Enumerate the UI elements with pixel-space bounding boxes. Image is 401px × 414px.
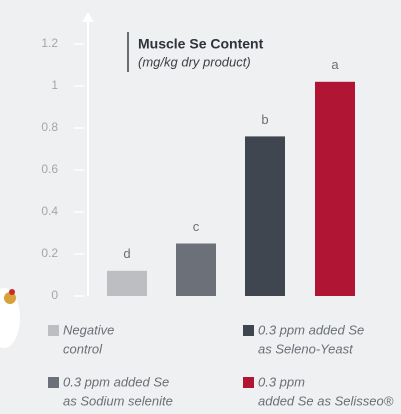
bar: [107, 270, 147, 296]
significance-letter: c: [193, 219, 200, 234]
legend-label: Negative: [63, 322, 114, 337]
legend-label: 0.3 ppm: [258, 374, 305, 389]
significance-letter: d: [123, 246, 130, 261]
y-axis-arrow: [82, 12, 94, 22]
significance-letter: a: [331, 57, 339, 72]
chicken-illustration: [0, 288, 20, 348]
legend-swatch: [48, 325, 59, 336]
legend-label: control: [63, 341, 103, 356]
y-tick-label: 1: [51, 78, 58, 92]
legend-swatch: [243, 377, 254, 388]
y-tick-label: 1.2: [41, 36, 58, 50]
legend-label: 0.3 ppm added Se: [63, 374, 169, 389]
bar: [176, 243, 216, 296]
legend-swatch: [243, 325, 254, 336]
chart-subtitle: (mg/kg dry product): [138, 54, 251, 69]
legend-label: as Seleno-Yeast: [258, 341, 354, 356]
y-tick-label: 0: [51, 288, 58, 302]
y-tick-label: 0.8: [41, 120, 58, 134]
legend-label: added Se as Selisseo®: [258, 393, 394, 408]
legend-label: 0.3 ppm added Se: [258, 322, 364, 337]
bar: [245, 136, 285, 296]
legend-label: as Sodium selenite: [63, 393, 173, 408]
chart-title: Muscle Se Content: [138, 36, 264, 52]
bar: [315, 81, 355, 296]
y-tick-label: 0.4: [41, 204, 58, 218]
legend-swatch: [48, 377, 59, 388]
y-tick-label: 0.6: [41, 162, 58, 176]
significance-letter: b: [261, 112, 268, 127]
y-tick-label: 0.2: [41, 246, 58, 260]
